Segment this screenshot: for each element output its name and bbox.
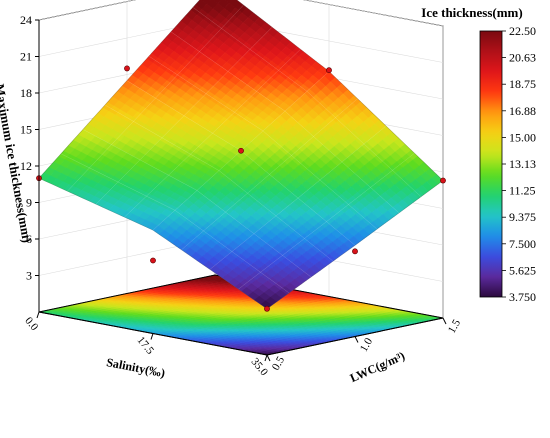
- surface-mesh-line: [192, 7, 422, 197]
- colorbar-tick-label: 9.375: [509, 210, 536, 224]
- salinity-tick: [36, 311, 40, 319]
- surface-mesh-line: [170, 31, 400, 214]
- lwc-tick: [354, 336, 359, 343]
- colorbar-tick-label: 3.750: [509, 290, 536, 304]
- surface-mesh-line: [38, 177, 268, 310]
- z-tick-label: 21: [20, 50, 32, 64]
- colorbar-tick-label: 13.13: [509, 157, 536, 171]
- lwc-tick: [266, 354, 271, 362]
- response-surface: [38, 0, 444, 310]
- surface-mesh-line: [38, 0, 201, 179]
- salinity-tick-label: 35.0: [249, 356, 271, 379]
- colorbar-tick-label: 5.625: [509, 263, 536, 277]
- surface-cell: [224, 0, 233, 4]
- z-tick-label: 12: [20, 159, 32, 173]
- design-point: [352, 248, 358, 255]
- colorbar-tick-label: 22.50: [509, 24, 536, 38]
- colorbar-tick-label: 15.00: [509, 130, 536, 144]
- surface-mesh-line: [124, 49, 301, 218]
- design-point: [440, 177, 446, 184]
- design-point: [326, 67, 332, 74]
- salinity-axis-title: Salinity(‰): [105, 355, 166, 380]
- colorbar: Ice thickness(mm) 22.50 20.63 18.75 16.88 15.…: [421, 5, 536, 304]
- colorbar-title: Ice thickness(mm): [421, 5, 522, 20]
- surface-mesh-line: [95, 27, 273, 205]
- lwc-tick: [442, 317, 447, 325]
- design-point: [264, 305, 270, 312]
- colorbar-ramp: [479, 30, 503, 298]
- z-tick-label: 15: [20, 123, 32, 137]
- z-tick-label: 24: [20, 13, 32, 27]
- surface-mesh-line: [104, 104, 334, 262]
- surface-mesh-line: [60, 153, 290, 294]
- z-tick-label: 9: [26, 196, 32, 210]
- salinity-tick-label: 17.5: [135, 334, 157, 357]
- lwc-tick-label: 1.5: [446, 317, 464, 335]
- wall-gridline: [38, 0, 444, 27]
- surface-mesh-line: [266, 180, 444, 310]
- colorbar-tick-label: 18.75: [509, 77, 536, 91]
- colorbar-tick-label: 7.500: [509, 237, 536, 251]
- salinity-tick: [150, 333, 154, 340]
- salinity-tick-label: 0.0: [22, 315, 40, 334]
- design-point: [124, 65, 130, 72]
- lwc-tick-label: 0.5: [270, 354, 288, 372]
- surface-mesh-line: [238, 153, 415, 290]
- salinity-tick: [264, 354, 268, 362]
- lwc-tick-label: 1.0: [358, 336, 376, 354]
- z-tick-label: 3: [26, 269, 32, 283]
- floor-contour-projection: [38, 274, 444, 356]
- surface-mesh-line: [209, 125, 387, 270]
- surface-mesh-line: [67, 4, 244, 192]
- surface-mesh-line: [148, 55, 378, 230]
- z-tick-label: 6: [26, 232, 32, 246]
- colorbar-tick-label: 20.63: [509, 51, 536, 65]
- design-point: [238, 147, 244, 154]
- surface-edge: [38, 0, 444, 310]
- design-point: [150, 257, 156, 264]
- colorbar-tick-label: 11.25: [509, 184, 536, 198]
- surface-mesh-line: [181, 98, 358, 250]
- surface-mesh-line: [82, 129, 312, 278]
- lwc-axis-title: LWC(g/m³): [348, 349, 407, 386]
- z-tick-label: 18: [20, 86, 32, 100]
- colorbar-tick-label: 16.88: [509, 104, 536, 118]
